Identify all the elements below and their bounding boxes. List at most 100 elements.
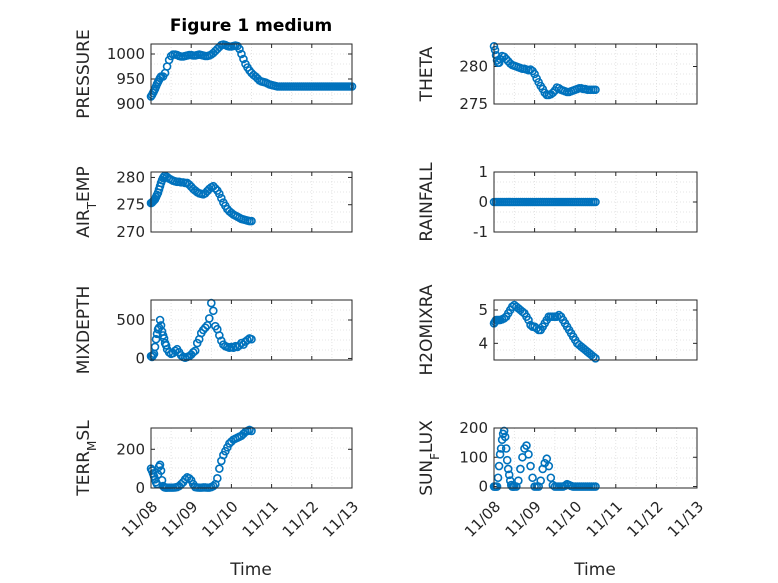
- y-axis-label: RAINFALL: [417, 162, 437, 242]
- y-tick-label: 1: [478, 163, 488, 181]
- x-axis-label-right: Time: [573, 560, 616, 580]
- y-tick-label: 200: [116, 440, 145, 458]
- data-point: [190, 346, 200, 356]
- data-point: [170, 346, 180, 356]
- y-axis-label: AIRTEMP: [74, 166, 99, 237]
- data-point: [496, 444, 506, 453]
- subplot-1: 900 950 1000 PRESSURE: [74, 29, 357, 119]
- data-point: [166, 51, 176, 61]
- y-axis-label: SUNFLUX: [417, 420, 442, 496]
- y-tick-label: 275: [459, 95, 488, 113]
- data-point: [591, 482, 600, 491]
- x-tick-label: 11/13: [319, 498, 362, 541]
- axes-frame: [150, 43, 353, 105]
- data-point: [247, 334, 256, 344]
- axes-frame: [150, 299, 353, 361]
- subplot-3: 270 275 280 AIRTEMP: [74, 166, 353, 241]
- data-point: [161, 341, 171, 350]
- data-point: [247, 216, 256, 226]
- data-point: [493, 473, 503, 483]
- data-point: [516, 464, 525, 474]
- data-point: [200, 323, 210, 332]
- y-axis-label: H2OMIXRA: [417, 284, 437, 375]
- data-point: [209, 306, 218, 316]
- data-point: [501, 444, 511, 453]
- subplot-2: 275 280 THETA: [417, 41, 698, 113]
- data-point: [544, 461, 554, 471]
- data-point: [548, 88, 558, 98]
- y-tick-label: 200: [459, 419, 488, 437]
- data-point: [504, 470, 514, 480]
- subplot-5: 0 500 MIXDEPTH: [74, 286, 353, 375]
- axes-frame: [150, 427, 353, 489]
- axes-frame: [493, 43, 698, 105]
- y-tick-label: 4: [478, 334, 488, 352]
- data-point: [217, 193, 226, 203]
- data-point: [591, 354, 600, 363]
- x-tick-label: 11/09: [502, 498, 545, 541]
- data-point: [494, 58, 504, 68]
- figure-title: Figure 1 medium: [170, 16, 332, 36]
- axes-frame: [150, 171, 353, 233]
- data-point: [503, 464, 513, 474]
- y-tick-label: 275: [116, 196, 145, 214]
- x-tick-label: 11/09: [158, 498, 201, 541]
- y-tick-label: 100: [459, 448, 488, 466]
- data-point: [522, 441, 531, 450]
- axes-frame: [493, 299, 698, 361]
- data-point: [155, 315, 165, 325]
- x-tick-label: 11/08: [461, 498, 504, 541]
- data-point: [156, 466, 166, 475]
- data-point: [243, 335, 252, 345]
- data-point: [514, 476, 523, 485]
- data-point: [209, 481, 218, 491]
- x-axis-label-left: Time: [229, 560, 272, 580]
- y-axis-label: THETA: [417, 46, 437, 102]
- y-tick-label: 950: [116, 70, 145, 88]
- data-point: [495, 450, 505, 459]
- data-point: [528, 473, 537, 483]
- axes-frame: [493, 171, 698, 233]
- data-point: [215, 189, 224, 199]
- data-point: [591, 85, 600, 95]
- x-tick-label: 11/12: [279, 498, 322, 541]
- data-point: [188, 348, 198, 357]
- x-tick-label: 11/11: [583, 498, 626, 541]
- y-tick-label: 270: [116, 223, 145, 241]
- y-axis-label: MIXDEPTH: [74, 286, 94, 375]
- y-tick-label: 0: [135, 349, 145, 367]
- data-point: [536, 476, 545, 485]
- y-tick-label: 280: [116, 168, 145, 186]
- data-point: [494, 461, 504, 471]
- y-axis-label: TERRMSL: [74, 420, 99, 497]
- data-point: [554, 310, 564, 320]
- y-tick-label: 5: [478, 301, 488, 319]
- y-tick-label: 280: [459, 58, 488, 76]
- y-tick-label: 0: [478, 478, 488, 496]
- data-point: [213, 474, 222, 483]
- y-tick-label: 0: [478, 193, 488, 211]
- data-point: [542, 454, 552, 464]
- subplot-6: 4 5 H2OMIXRA: [417, 284, 698, 376]
- data-point: [180, 474, 190, 484]
- data-point: [490, 45, 500, 55]
- data-point: [215, 464, 224, 473]
- x-tick-label: 11/12: [623, 498, 666, 541]
- y-tick-label: 1000: [107, 45, 145, 63]
- data-point: [151, 334, 161, 344]
- data-point: [524, 315, 533, 325]
- data-point: [530, 69, 539, 79]
- data-point: [211, 184, 220, 193]
- data-point: [546, 473, 556, 483]
- x-tick-label: 11/10: [198, 498, 241, 541]
- y-tick-label: 500: [116, 311, 145, 329]
- x-tick-label: 11/11: [239, 498, 282, 541]
- data-point: [591, 197, 600, 207]
- subplot-4: -1 0 1 RAINFALL: [417, 162, 698, 242]
- data-point: [524, 450, 533, 459]
- x-tick-label: 11/13: [664, 498, 707, 541]
